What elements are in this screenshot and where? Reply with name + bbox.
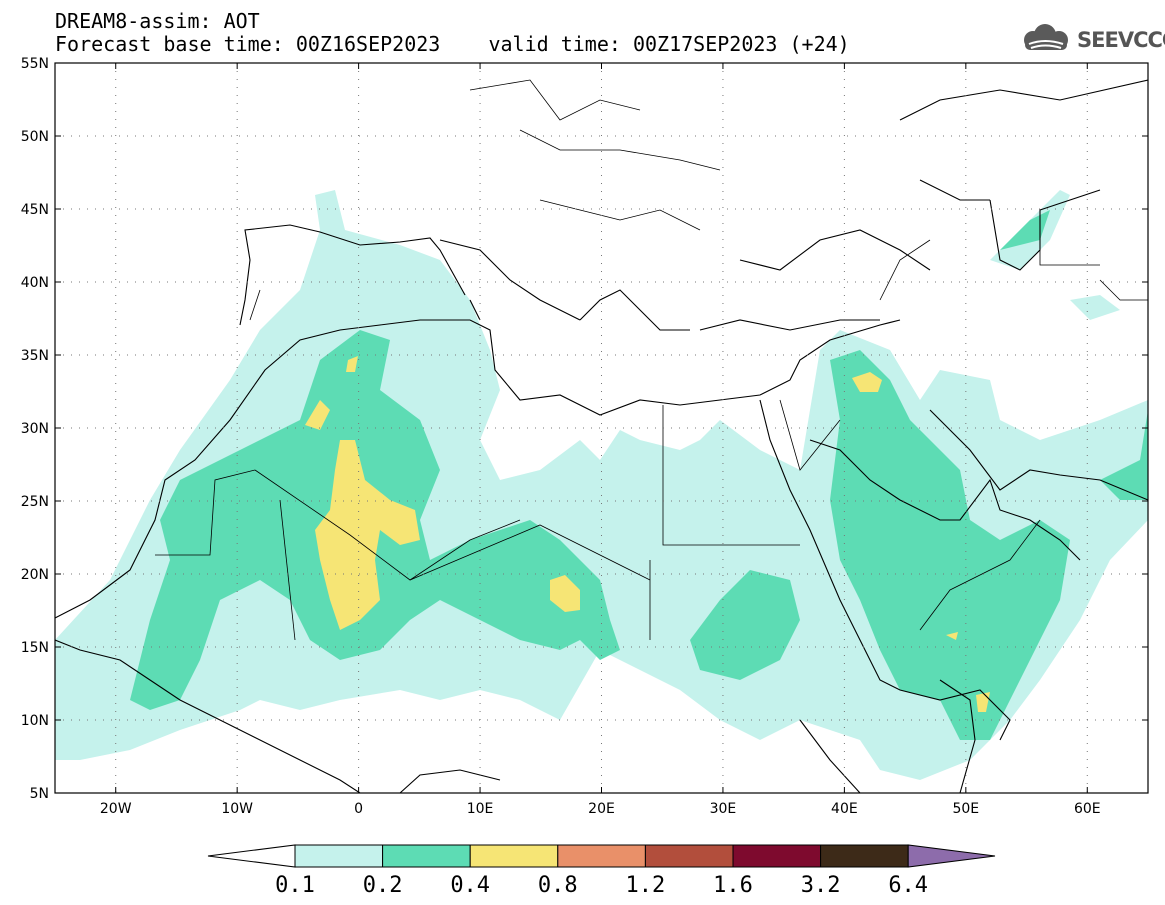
lon-tick-label: 20W xyxy=(100,801,132,817)
lon-tick-label: 60E xyxy=(1074,801,1101,817)
lat-tick-label: 35N xyxy=(21,348,49,364)
colorbar-box xyxy=(557,844,646,868)
coastlines xyxy=(55,79,1148,793)
lon-tick-label: 20E xyxy=(588,801,615,817)
colorbar-box xyxy=(294,844,384,868)
colorbar-label: 0.4 xyxy=(450,873,490,898)
colorbar-label: 1.2 xyxy=(626,873,666,898)
lat-tick-label: 10N xyxy=(21,713,49,729)
lon-tick-label: 30E xyxy=(710,801,737,817)
lat-tick-label: 50N xyxy=(21,129,49,145)
aot-level-0.4 xyxy=(305,356,990,712)
latitude-ticks: 55N 50N 45N 40N 35N 30N 25N 20N 15N 10N 5N xyxy=(21,56,1148,802)
aot-field xyxy=(55,190,1148,780)
lon-tick-label: 0 xyxy=(354,801,363,817)
country-borders xyxy=(155,79,1148,641)
lat-tick-label: 20N xyxy=(21,567,49,583)
forecast-time-subtitle: Forecast base time: 00Z16SEP2023 valid t… xyxy=(55,32,850,56)
lon-tick-label: 50E xyxy=(952,801,979,817)
lat-tick-label: 45N xyxy=(21,202,49,218)
seevccc-logo: SEEVCCC xyxy=(1077,28,1165,52)
colorbar-box xyxy=(382,844,471,868)
lat-tick-label: 30N xyxy=(21,421,49,437)
colorbar-box xyxy=(469,844,559,868)
colorbar-arrow-high xyxy=(907,844,996,868)
gridlines xyxy=(55,63,1148,793)
lat-tick-label: 25N xyxy=(21,494,49,510)
colorbar-label: 0.1 xyxy=(275,873,315,898)
colorbar-label: 0.2 xyxy=(363,873,403,898)
map-title: DREAM8-assim: AOT xyxy=(55,9,260,33)
colorbar-label: 6.4 xyxy=(888,873,928,898)
lat-tick-label: 40N xyxy=(21,275,49,291)
lon-tick-label: 10E xyxy=(467,801,494,817)
lon-tick-label: 10W xyxy=(221,801,253,817)
colorbar-box xyxy=(820,844,909,868)
colorbar-label: 1.6 xyxy=(713,873,753,898)
colorbar-label: 0.8 xyxy=(538,873,578,898)
lat-tick-label: 15N xyxy=(21,640,49,656)
lon-tick-label: 40E xyxy=(831,801,858,817)
colorbar-label: 3.2 xyxy=(801,873,841,898)
longitude-ticks: 20W 10W 0 10E 20E 30E 40E 50E 60E xyxy=(100,63,1101,817)
lat-tick-label: 55N xyxy=(21,56,49,72)
colorbar-arrow-low xyxy=(207,844,296,868)
cloud-icon xyxy=(1024,24,1068,50)
colorbar-box xyxy=(644,844,734,868)
lat-tick-label: 5N xyxy=(30,786,49,802)
colorbar-box xyxy=(732,844,822,868)
